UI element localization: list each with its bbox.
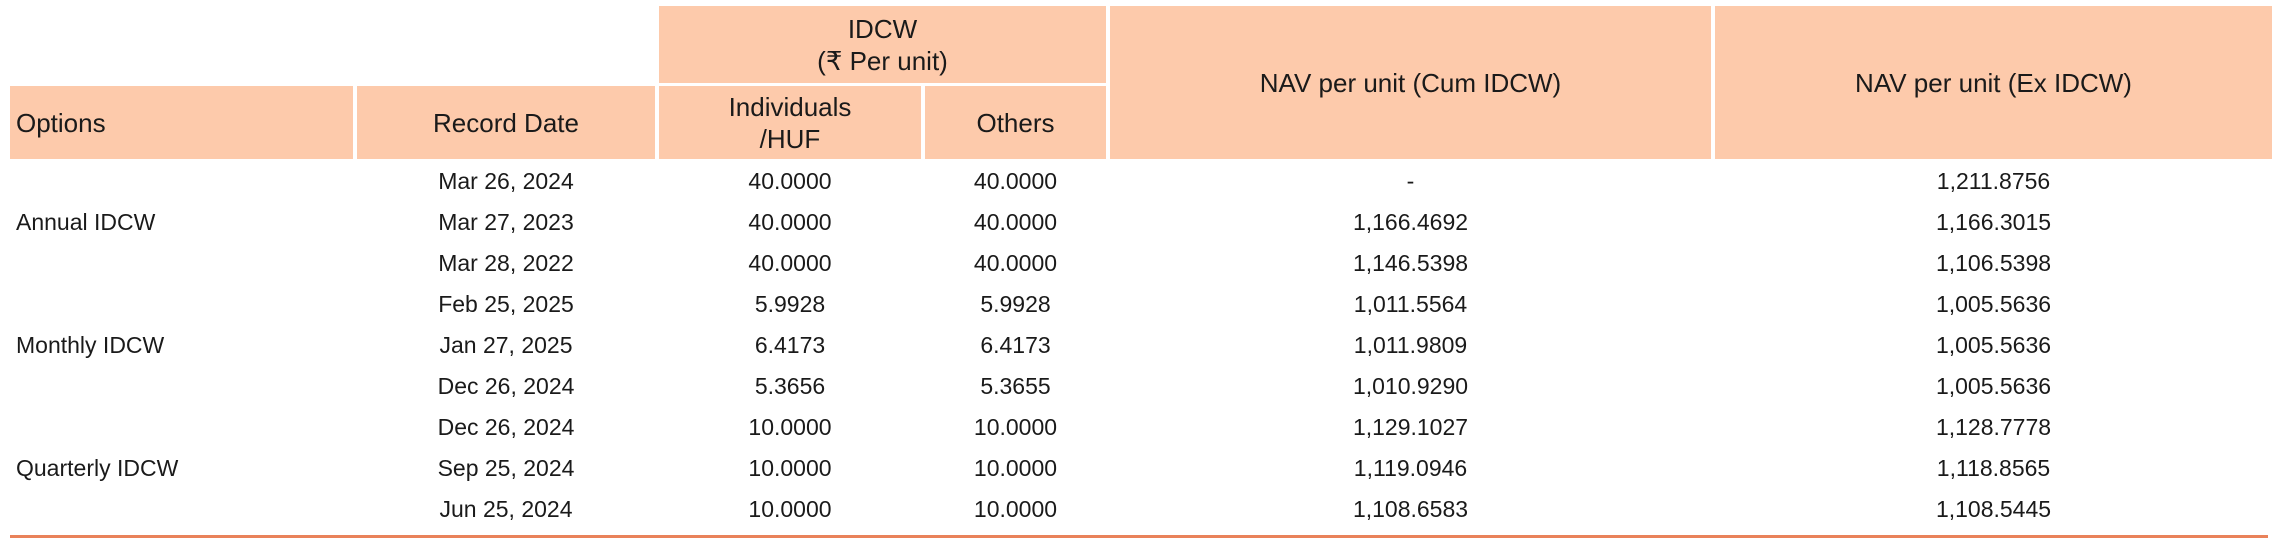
nav-cum-cell: 1,108.6583 (1352, 495, 1469, 522)
others-cell: 10.0000 (973, 413, 1058, 440)
nav-cum-cell: 1,010.9290 (1352, 372, 1469, 399)
record-date-cell: Sep 25, 2024 (437, 454, 575, 481)
nav-ex-cell: 1,108.5445 (1935, 495, 2052, 522)
table-header: IDCW (₹ Per unit) NAV per unit (Cum IDCW… (10, 6, 2272, 159)
table-row: Mar 28, 2022 40.0000 40.0000 1,146.5398 … (10, 244, 2272, 282)
table-row: Annual IDCW Mar 26, 2024 40.0000 40.0000… (10, 162, 2272, 235)
nav-cum-cell: 1,129.1027 (1352, 413, 1469, 440)
header-blank (10, 6, 353, 83)
header-idcw-group: IDCW (₹ Per unit) (659, 6, 1106, 83)
others-cell: 10.0000 (973, 495, 1058, 522)
header-others: Others (925, 86, 1106, 159)
option-label: Monthly IDCW (16, 331, 165, 358)
table-row: Jan 27, 2025 6.4173 6.4173 1,011.9809 1,… (10, 326, 2272, 364)
record-date-cell: Dec 26, 2024 (437, 372, 575, 399)
others-cell: 10.0000 (973, 454, 1058, 481)
others-cell: 5.9928 (980, 290, 1051, 317)
nav-ex-cell: 1,128.7778 (1935, 413, 2052, 440)
individuals-cell: 10.0000 (748, 413, 832, 440)
nav-ex-cell: 1,005.5636 (1935, 331, 2052, 358)
individuals-cell: 40.0000 (748, 249, 832, 276)
others-cell: 40.0000 (973, 249, 1058, 276)
record-date-cell: Jan 27, 2025 (439, 331, 573, 358)
nav-cum-cell: 1,011.5564 (1353, 290, 1468, 317)
header-blank (357, 6, 655, 83)
header-individuals-line1: Individuals (728, 91, 852, 122)
table-row: Monthly IDCW Feb 25, 2025 5.9928 5.9928 … (10, 285, 2272, 358)
nav-ex-cell: 1,166.3015 (1935, 208, 2052, 235)
nav-ex-cell: 1,106.5398 (1935, 249, 2052, 276)
header-idcw-title: IDCW (847, 13, 918, 44)
table-row: Sep 25, 2024 10.0000 10.0000 1,119.0946 … (10, 449, 2272, 487)
record-date-cell: Jun 25, 2024 (439, 495, 573, 522)
nav-ex-cell: 1,118.8565 (1936, 454, 2051, 481)
individuals-cell: 40.0000 (748, 208, 832, 235)
nav-cum-cell: 1,119.0946 (1353, 454, 1468, 481)
table-bottom-rule (10, 535, 2268, 538)
header-options: Options (10, 86, 353, 159)
option-label: Quarterly IDCW (16, 454, 179, 481)
individuals-cell: 5.3656 (754, 372, 826, 399)
nav-cum-cell: 1,011.9809 (1353, 331, 1468, 358)
table-row: Jun 25, 2024 10.0000 10.0000 1,108.6583 … (10, 490, 2272, 528)
header-idcw-unit: (₹ Per unit) (817, 45, 948, 76)
record-date-cell: Feb 25, 2025 (438, 290, 574, 317)
record-date-cell: Dec 26, 2024 (437, 413, 575, 440)
others-cell: 40.0000 (973, 167, 1058, 194)
record-date-cell: Mar 27, 2023 (438, 208, 574, 235)
header-individuals: Individuals /HUF (659, 86, 921, 159)
individuals-cell: 6.4173 (754, 331, 826, 358)
others-cell: 5.3655 (980, 372, 1051, 399)
header-nav-ex: NAV per unit (Ex IDCW) (1715, 6, 2272, 159)
table-row: Quarterly IDCW Dec 26, 2024 10.0000 10.0… (10, 408, 2272, 481)
table-row: Dec 26, 2024 5.3656 5.3655 1,010.9290 1,… (10, 367, 2272, 405)
nav-cum-cell: - (1406, 167, 1415, 194)
nav-ex-cell: 1,005.5636 (1935, 372, 2052, 399)
idcw-history-table: IDCW (₹ Per unit) NAV per unit (Cum IDCW… (6, 3, 2276, 531)
option-label: Annual IDCW (16, 208, 156, 235)
header-record-date: Record Date (357, 86, 655, 159)
others-cell: 40.0000 (973, 208, 1058, 235)
record-date-cell: Mar 26, 2024 (438, 167, 574, 194)
nav-ex-cell: 1,005.5636 (1935, 290, 2052, 317)
header-nav-cum: NAV per unit (Cum IDCW) (1110, 6, 1711, 159)
idcw-table-container: IDCW (₹ Per unit) NAV per unit (Cum IDCW… (10, 3, 2272, 531)
individuals-cell: 10.0000 (748, 495, 832, 522)
individuals-cell: 5.9928 (754, 290, 826, 317)
nav-cum-cell: 1,146.5398 (1352, 249, 1469, 276)
individuals-cell: 10.0000 (748, 454, 832, 481)
table-row: Mar 27, 2023 40.0000 40.0000 1,166.4692 … (10, 203, 2272, 241)
table-body: Annual IDCW Mar 26, 2024 40.0000 40.0000… (10, 162, 2272, 528)
others-cell: 6.4173 (980, 331, 1051, 358)
nav-cum-cell: 1,166.4692 (1352, 208, 1469, 235)
nav-ex-cell: 1,211.8756 (1936, 167, 2051, 194)
individuals-cell: 40.0000 (748, 167, 832, 194)
header-individuals-line2: /HUF (759, 123, 821, 154)
record-date-cell: Mar 28, 2022 (438, 249, 574, 276)
